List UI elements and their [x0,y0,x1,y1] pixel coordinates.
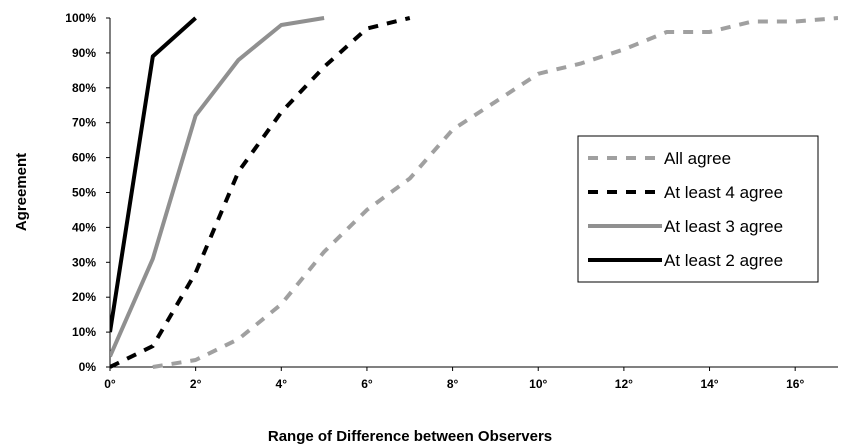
legend-label-all-agree: All agree [664,149,731,168]
x-tick-label: 16° [786,377,804,391]
legend-box [577,135,819,283]
x-tick-label: 0° [104,377,116,391]
y-axis-ticks: 0% 10% 20% 30% 40% 50% 60% 70% 80% 90% 100% [65,11,110,374]
x-tick-label: 12° [615,377,633,391]
x-axis-ticks: 0° 2° 4° 6° 8° 10° 12° 14° 16° [104,367,804,391]
legend-label-at-least-4-agree: At least 4 agree [664,183,783,202]
series-line-at-least-2-agree [110,16,197,333]
series-line-all-agree [152,16,838,369]
x-tick-label: 14° [700,377,718,391]
y-tick-label: 30% [72,255,96,269]
series-layer [110,16,838,369]
legend-label-at-least-3-agree: At least 3 agree [664,217,783,236]
x-tick-label: 2° [190,377,202,391]
x-tick-label: 8° [447,377,459,391]
y-tick-label: 80% [72,81,96,95]
y-tick-label: 50% [72,186,96,200]
legend-label-at-least-2-agree: At least 2 agree [664,251,783,270]
x-tick-label: 10° [529,377,547,391]
y-tick-label: 60% [72,151,96,165]
x-tick-label: 4° [276,377,288,391]
x-axis-title: Range of Difference between Observers [268,428,552,445]
y-tick-label: 90% [72,46,96,60]
legend: All agree At least 4 agree At least 3 agre… [577,135,819,283]
y-tick-label: 70% [72,116,96,130]
series-line-at-least-4-agree [110,16,411,369]
y-tick-label: 10% [72,325,96,339]
y-tick-label: 40% [72,220,96,234]
y-tick-label: 20% [72,290,96,304]
series-line-at-least-3-agree [110,16,325,358]
x-tick-label: 6° [361,377,373,391]
y-axis-title: Agreement [13,153,30,231]
y-tick-label: 0% [79,360,97,374]
y-tick-label: 100% [65,11,96,25]
